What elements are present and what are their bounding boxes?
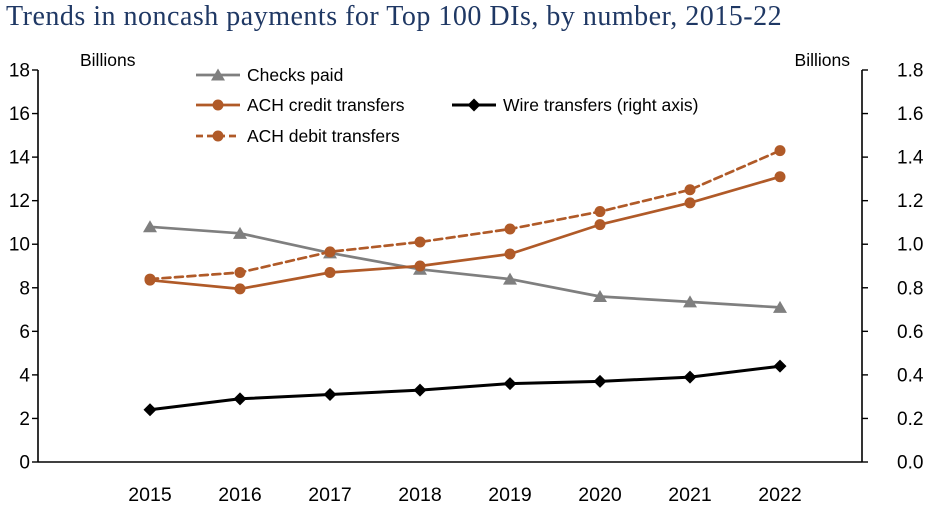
marker xyxy=(503,272,517,285)
series-ach-debit-transfers xyxy=(144,145,786,285)
marker xyxy=(143,220,157,233)
legend-item-wire-transfers-right-axis: Wire transfers (right axis) xyxy=(452,95,698,115)
marker xyxy=(211,68,225,81)
marker xyxy=(773,300,787,313)
series-wire-transfers-right-axis xyxy=(143,359,787,417)
marker xyxy=(234,267,246,279)
series-line xyxy=(148,149,782,281)
x-axis-tick-label: 2018 xyxy=(398,484,441,506)
marker xyxy=(504,223,516,235)
legend-item-ach-debit-transfers: ACH debit transfers xyxy=(196,126,400,146)
chart-title: Trends in noncash payments for Top 100 D… xyxy=(6,1,783,32)
y-axis-tick-label: 16 xyxy=(9,104,30,125)
y-axis-tick-label: 1.0 xyxy=(897,235,923,256)
marker xyxy=(233,392,247,406)
y-axis-tick-label: 4 xyxy=(19,365,30,386)
marker xyxy=(144,273,156,285)
y-axis-tick-label: 18 xyxy=(9,61,30,82)
marker xyxy=(414,260,426,272)
y-axis-right: 0.0 0.2 0.4 0.6 0.8 1.0 1.2 1.4 1.6 1.8 Billions xyxy=(795,50,924,474)
marker xyxy=(324,267,336,279)
marker xyxy=(774,171,786,183)
marker xyxy=(413,383,427,397)
y-axis-tick-label: 6 xyxy=(19,322,30,343)
line-chart: 0 2 4 6 8 10 12 14 16 18 Billions 0.0 0.2 0.4 0.6 0.8 1.… xyxy=(9,50,924,506)
x-axis-tick-label: 2019 xyxy=(488,484,531,506)
marker xyxy=(212,99,224,111)
y-axis-tick-label: 0.0 xyxy=(897,453,923,474)
legend-label: ACH credit transfers xyxy=(247,95,405,115)
marker xyxy=(467,98,481,112)
y-axis-tick-label: 8 xyxy=(19,278,30,299)
y-axis-tick-label: 0.4 xyxy=(897,365,924,386)
y-axis-tick-label: 0 xyxy=(19,453,30,474)
x-axis: 2015 2016 2017 2018 2019 2020 2021 2022 xyxy=(128,484,801,506)
y-axis-tick-label: 1.8 xyxy=(897,61,923,82)
marker xyxy=(683,295,697,308)
y-axis-tick-label: 1.2 xyxy=(897,191,923,212)
marker xyxy=(593,374,607,388)
x-axis-tick-label: 2022 xyxy=(758,484,801,506)
right-axis-title: Billions xyxy=(795,50,851,70)
series-line xyxy=(148,225,782,309)
y-axis-tick-label: 12 xyxy=(9,191,30,212)
marker xyxy=(593,289,607,302)
y-axis-tick-label: 10 xyxy=(9,235,30,256)
marker xyxy=(594,219,606,231)
x-axis-tick-label: 2017 xyxy=(308,484,351,506)
marker xyxy=(212,130,224,142)
marker xyxy=(504,248,516,260)
marker xyxy=(773,359,787,373)
marker xyxy=(414,236,426,248)
marker xyxy=(684,184,696,196)
marker xyxy=(594,206,606,218)
legend: Checks paid ACH credit transfers Wire tran… xyxy=(196,65,698,146)
marker xyxy=(503,377,517,391)
marker xyxy=(774,145,786,157)
legend-label: Wire transfers (right axis) xyxy=(503,95,698,115)
y-axis-tick-label: 0.2 xyxy=(897,409,923,430)
marker xyxy=(233,226,247,239)
legend-label: ACH debit transfers xyxy=(247,126,400,146)
marker xyxy=(683,370,697,384)
series-line xyxy=(148,175,782,291)
y-axis-tick-label: 2 xyxy=(19,409,30,430)
y-axis-tick-label: 14 xyxy=(9,148,31,169)
series-line xyxy=(148,364,782,412)
legend-item-checks-paid: Checks paid xyxy=(196,65,343,85)
x-axis-tick-label: 2020 xyxy=(578,484,622,506)
left-axis-title: Billions xyxy=(80,50,136,70)
marker xyxy=(143,403,157,417)
y-axis-left: 0 2 4 6 8 10 12 14 16 18 Billions xyxy=(9,50,136,474)
x-axis-tick-label: 2021 xyxy=(668,484,711,506)
x-axis-tick-label: 2016 xyxy=(218,484,261,506)
legend-label: Checks paid xyxy=(247,65,343,85)
y-axis-tick-label: 0.8 xyxy=(897,278,923,299)
y-axis-tick-label: 0.6 xyxy=(897,322,923,343)
marker xyxy=(684,197,696,209)
marker xyxy=(323,387,337,401)
legend-item-ach-credit-transfers: ACH credit transfers xyxy=(196,95,405,115)
marker xyxy=(234,283,246,295)
y-axis-tick-label: 1.4 xyxy=(897,148,924,169)
x-axis-tick-label: 2015 xyxy=(128,484,172,506)
axes xyxy=(37,70,863,463)
y-axis-tick-label: 1.6 xyxy=(897,104,923,125)
marker xyxy=(324,246,336,258)
